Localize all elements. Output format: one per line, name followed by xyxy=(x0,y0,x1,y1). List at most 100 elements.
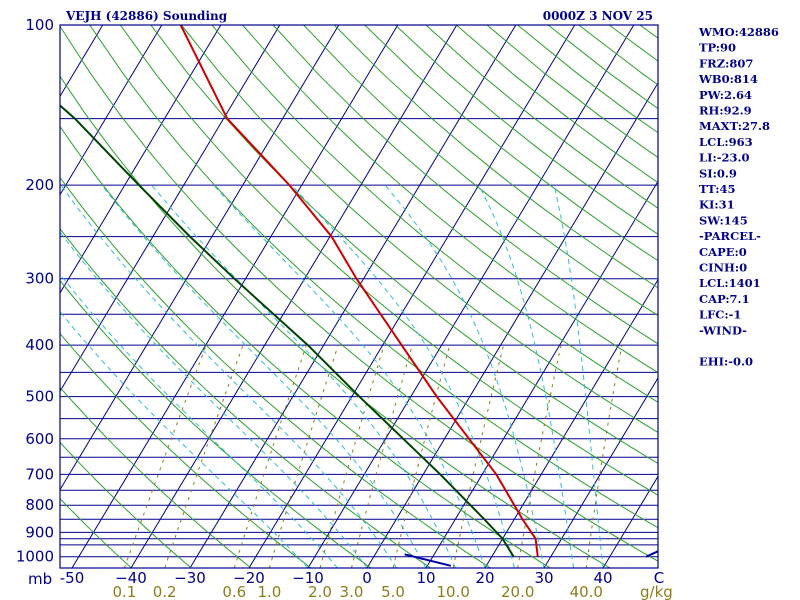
isotherm-line xyxy=(484,278,658,568)
dry-adiabat-line xyxy=(272,25,658,345)
pressure-tick-label: 500 xyxy=(25,388,54,406)
dry-adiabat-line xyxy=(60,25,658,562)
mixing-ratio-line xyxy=(233,344,307,568)
temperature-tick-label: -50 xyxy=(60,569,85,587)
moist-adiabat-line xyxy=(384,184,545,568)
isotherm-line xyxy=(60,25,340,491)
isotherm-line xyxy=(425,180,658,568)
moist-adiabat-line xyxy=(101,184,427,568)
index-line: LCL:963 xyxy=(699,135,753,149)
pressure-tick-label: 800 xyxy=(25,496,54,514)
mixing-ratio-line xyxy=(164,344,244,568)
moist-adiabat-line xyxy=(60,184,397,568)
isotherm-line xyxy=(71,25,399,568)
dry-adiabat-line xyxy=(211,25,658,403)
mixing-ratio-tick-label: 0.6 xyxy=(222,583,246,600)
isotherm-line xyxy=(307,25,635,568)
mixing-ratio-tick-label: 10.0 xyxy=(436,583,469,600)
mixing-ratio-unit-label: g/kg xyxy=(640,583,673,600)
isotherm-line xyxy=(366,81,658,568)
pressure-axis-labels: 100 200 300 400 500 600 700 800 900 1000 xyxy=(16,16,54,566)
isotherm-line xyxy=(248,25,576,568)
index-line: LCL:1401 xyxy=(699,276,761,290)
index-line: EHI:-0.0 xyxy=(699,355,753,369)
moist-adiabat-line xyxy=(60,273,338,568)
mixing-ratio-line xyxy=(123,344,207,568)
dry-adiabat-line xyxy=(60,125,551,568)
dry-adiabat-line xyxy=(303,25,658,317)
dry-adiabat-line xyxy=(60,497,132,568)
isotherm-line xyxy=(130,25,458,568)
dry-adiabat-line xyxy=(60,386,252,568)
isotherm-line xyxy=(543,376,658,568)
index-line: CINH:0 xyxy=(699,261,747,275)
dry-adiabat-line xyxy=(119,25,658,496)
index-line: SI:0.9 xyxy=(699,166,737,180)
pressure-tick-label: 900 xyxy=(25,523,54,541)
dry-adiabat-line xyxy=(60,227,431,568)
pressure-tick-label: 400 xyxy=(25,336,54,354)
pressure-tick-label: 200 xyxy=(25,176,54,194)
series-temperature-line xyxy=(179,25,539,557)
dry-adiabat-line xyxy=(150,25,658,465)
index-line: WB0:814 xyxy=(698,72,758,86)
temperature-tick-label: −30 xyxy=(174,569,206,587)
isotherm-line xyxy=(189,25,517,568)
temperature-tick-label: −40 xyxy=(115,569,147,587)
moist-adiabat-line xyxy=(553,184,604,568)
index-line: CAPE:0 xyxy=(699,245,747,259)
mixing-ratio-tick-label: 3.0 xyxy=(340,583,364,600)
isotherm-line xyxy=(60,25,163,196)
mixing-ratio-line xyxy=(517,344,562,568)
dry-adiabat-line xyxy=(60,441,192,568)
moist-adiabat-line xyxy=(478,184,574,568)
index-line: RH:92.9 xyxy=(699,104,752,118)
mixing-ratio-tick-label: 40.0 xyxy=(570,583,603,600)
pressure-tick-label: 700 xyxy=(25,465,54,483)
mixing-ratio-tick-label: 5.0 xyxy=(381,583,405,600)
dry-adiabat-line xyxy=(60,332,312,568)
index-line: TP:90 xyxy=(699,41,736,55)
station-title: VEJH (42886) Sounding xyxy=(65,9,228,23)
pressure-tick-label: 300 xyxy=(25,270,54,288)
temperature-axis-labels: -50 −40 −30 −20 −10 0 10 20 30 40 C xyxy=(60,569,664,587)
index-line: MAXT:27.8 xyxy=(699,119,770,133)
mixing-ratio-tick-label: 0.1 xyxy=(113,583,137,600)
sounding-traces xyxy=(60,25,658,567)
index-line: PW:2.64 xyxy=(699,88,752,102)
mixing-ratio-line xyxy=(351,344,413,568)
moist-adiabat-line xyxy=(213,184,486,568)
index-line: -PARCEL- xyxy=(699,229,761,243)
plot-frame xyxy=(59,24,659,569)
index-line: FRZ:807 xyxy=(699,56,753,70)
pressure-tick-label: 100 xyxy=(25,16,54,34)
index-line: KI:31 xyxy=(699,198,735,212)
index-line: CAP:7.1 xyxy=(699,292,750,306)
mixing-ratio-tick-label: 20.0 xyxy=(501,583,534,600)
dry-adiabat-line xyxy=(60,176,491,568)
temperature-unit-label: C xyxy=(654,569,664,587)
dry-adiabat-line xyxy=(242,25,658,374)
mixing-ratio-line xyxy=(392,344,451,568)
index-line: TT:45 xyxy=(699,182,736,196)
dry-adiabat-line xyxy=(181,25,658,434)
mixing-ratio-tick-label: 0.2 xyxy=(153,583,177,600)
series-dewpoint-line xyxy=(60,104,515,558)
moist-adiabat-line xyxy=(60,310,309,568)
isotherm-line xyxy=(602,475,658,568)
pressure-tick-label: 1000 xyxy=(16,548,54,566)
temperature-tick-label: 10 xyxy=(416,569,435,587)
dry-adiabat-line xyxy=(333,25,658,289)
temperature-tick-label: −10 xyxy=(292,569,324,587)
temperature-tick-label: 30 xyxy=(534,569,553,587)
mixing-ratio-tick-label: 1.0 xyxy=(257,583,281,600)
index-line: LFC:-1 xyxy=(699,308,741,322)
mixing-ratio-line xyxy=(585,345,623,568)
index-line: SW:145 xyxy=(699,213,748,227)
dry-adiabat-line xyxy=(60,279,372,568)
dry-adiabat-line xyxy=(89,25,658,529)
